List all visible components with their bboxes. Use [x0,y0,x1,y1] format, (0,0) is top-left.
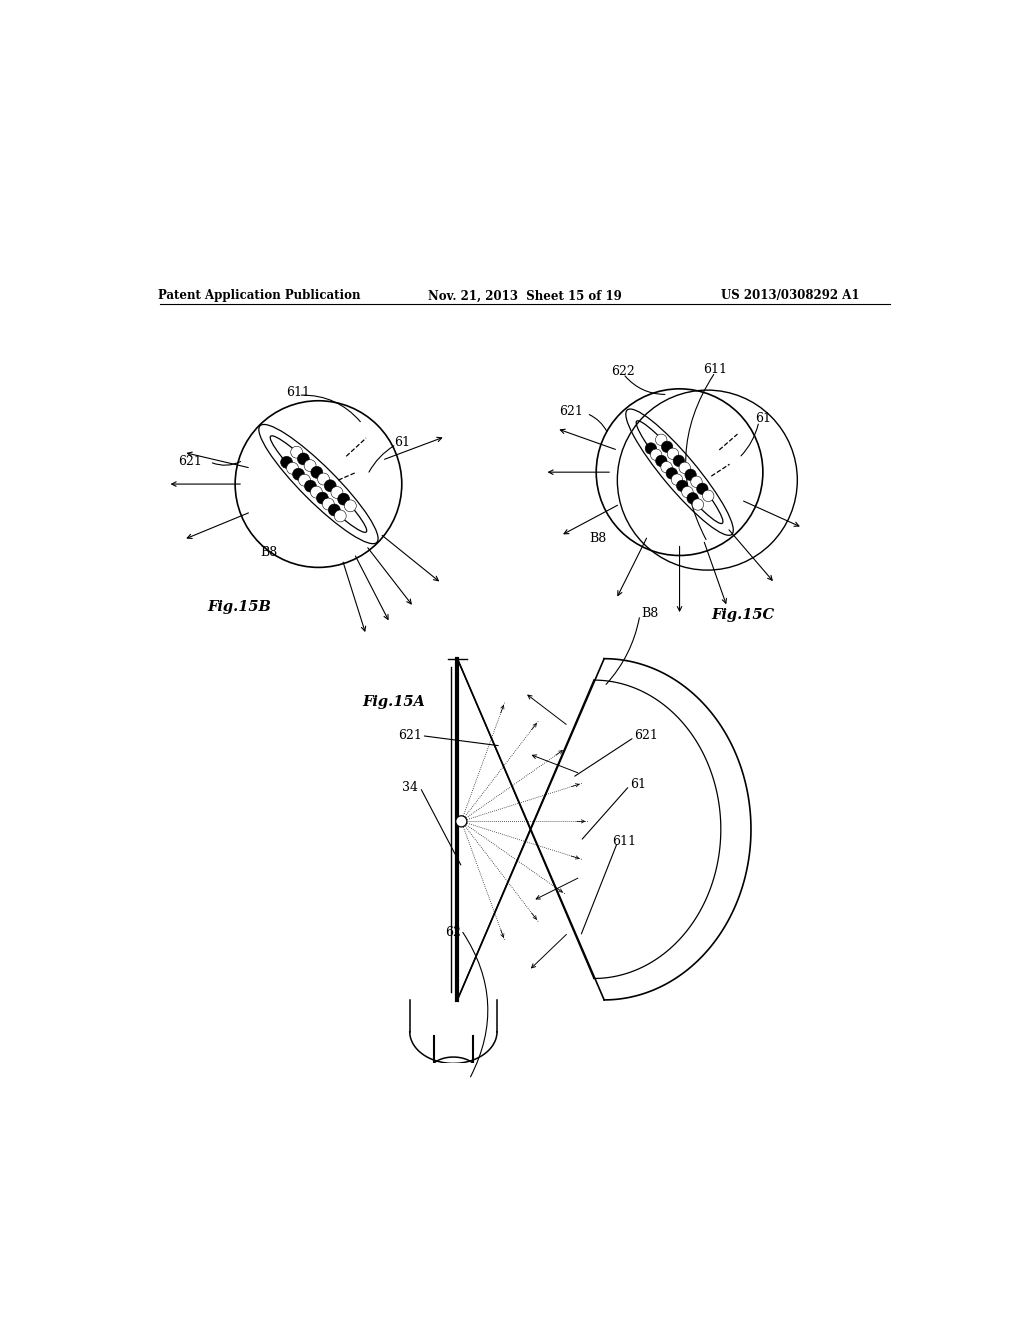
Circle shape [331,487,343,499]
Circle shape [334,510,346,521]
Circle shape [299,474,310,486]
Text: 611: 611 [703,363,727,376]
Circle shape [293,469,304,480]
Circle shape [672,474,683,486]
Circle shape [668,447,679,459]
Text: Fig.15A: Fig.15A [362,696,425,709]
Text: B8: B8 [589,532,606,545]
Circle shape [682,486,693,498]
Circle shape [316,492,329,504]
Circle shape [662,441,673,453]
Circle shape [323,498,334,510]
Text: 621: 621 [559,404,583,417]
Circle shape [666,467,678,479]
Circle shape [692,499,703,511]
Text: 611: 611 [287,387,310,400]
Circle shape [287,462,298,474]
Text: Nov. 21, 2013  Sheet 15 of 19: Nov. 21, 2013 Sheet 15 of 19 [428,289,622,302]
Text: B8: B8 [641,607,658,620]
Text: 62: 62 [445,925,462,939]
Circle shape [673,455,685,466]
Circle shape [325,479,336,491]
Circle shape [650,449,662,461]
Circle shape [304,459,316,471]
Circle shape [655,434,667,446]
Circle shape [702,490,714,502]
Circle shape [696,483,708,495]
Text: US 2013/0308292 A1: US 2013/0308292 A1 [721,289,860,302]
Circle shape [329,504,340,516]
Circle shape [310,486,323,498]
Text: 61: 61 [755,412,771,425]
Circle shape [655,455,667,467]
Text: 621: 621 [634,729,658,742]
Text: 34: 34 [401,780,418,793]
Text: Fig.15B: Fig.15B [207,601,271,614]
Circle shape [297,453,309,465]
Text: 622: 622 [611,364,635,378]
Circle shape [660,462,673,473]
Text: B8: B8 [261,546,278,558]
Text: Patent Application Publication: Patent Application Publication [158,289,360,302]
Circle shape [691,477,702,487]
Text: Fig.15C: Fig.15C [712,609,774,622]
Circle shape [311,466,323,478]
Circle shape [677,480,688,491]
Circle shape [679,462,690,474]
Circle shape [304,480,316,492]
Text: 621: 621 [397,729,422,742]
Circle shape [344,500,356,512]
Circle shape [291,446,303,458]
Circle shape [281,457,293,469]
Circle shape [338,494,349,506]
Circle shape [317,473,330,484]
Circle shape [456,816,467,826]
Circle shape [645,442,656,454]
Text: 621: 621 [178,455,202,469]
Text: 61: 61 [394,436,410,449]
Circle shape [687,492,698,504]
Text: 611: 611 [612,834,636,847]
Text: 61: 61 [631,777,646,791]
Circle shape [685,469,696,480]
